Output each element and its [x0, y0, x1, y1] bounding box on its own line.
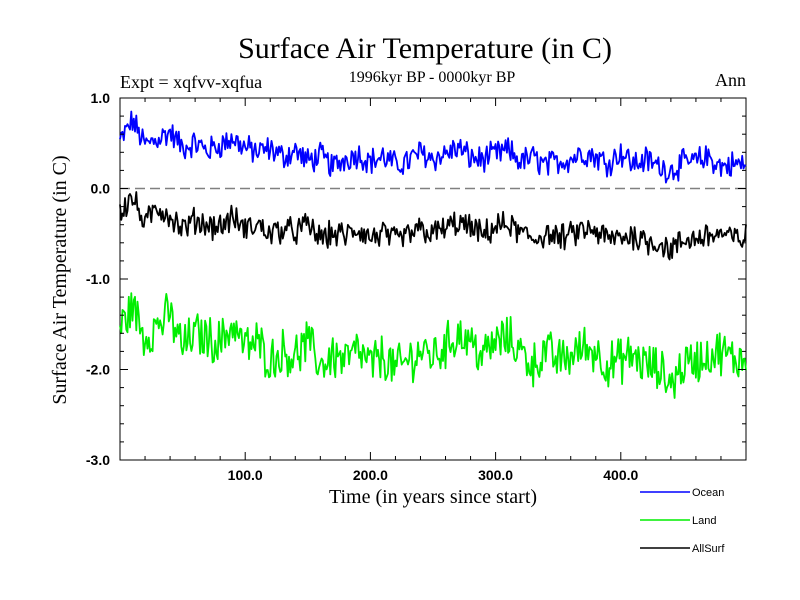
series-line-land [119, 292, 747, 399]
y-tick-label: 0.0 [91, 181, 111, 197]
y-tick-label: -3.0 [86, 452, 110, 468]
series-layer [119, 110, 747, 399]
y-tick-label: -1.0 [86, 271, 110, 287]
ticks-layer: 100.0 200.0 300.0 400.0 1.0 0.0 -1.0 -2.0 -3.0 [86, 90, 746, 483]
legend: Ocean Land AllSurf [640, 487, 725, 555]
x-tick-label: 400.0 [603, 467, 638, 483]
legend-label-ocean: Ocean [692, 487, 724, 499]
experiment-label: Expt = xqfvv-xqfua [120, 72, 262, 92]
chart-title: Surface Air Temperature (in C) [238, 32, 612, 65]
chart-subtitle: 1996kyr BP - 0000kyr BP [349, 69, 516, 86]
plot-frame [119, 97, 747, 461]
legend-label-allsurf: AllSurf [692, 543, 725, 555]
y-tick-label: 1.0 [91, 90, 111, 106]
series-line-allsurf [119, 191, 747, 261]
plot-area: 100.0 200.0 300.0 400.0 1.0 0.0 -1.0 -2.0 -3.0 [86, 90, 747, 483]
x-tick-label: 200.0 [353, 467, 388, 483]
y-axis-label: Surface Air Temperature (in C) [49, 155, 71, 404]
series-line-ocean [119, 110, 747, 184]
legend-label-land: Land [692, 515, 716, 527]
x-tick-label: 300.0 [478, 467, 513, 483]
y-tick-label: -2.0 [86, 362, 110, 378]
x-axis-label: Time (in years since start) [329, 486, 537, 508]
x-tick-label: 100.0 [228, 467, 263, 483]
season-label: Ann [715, 70, 746, 90]
